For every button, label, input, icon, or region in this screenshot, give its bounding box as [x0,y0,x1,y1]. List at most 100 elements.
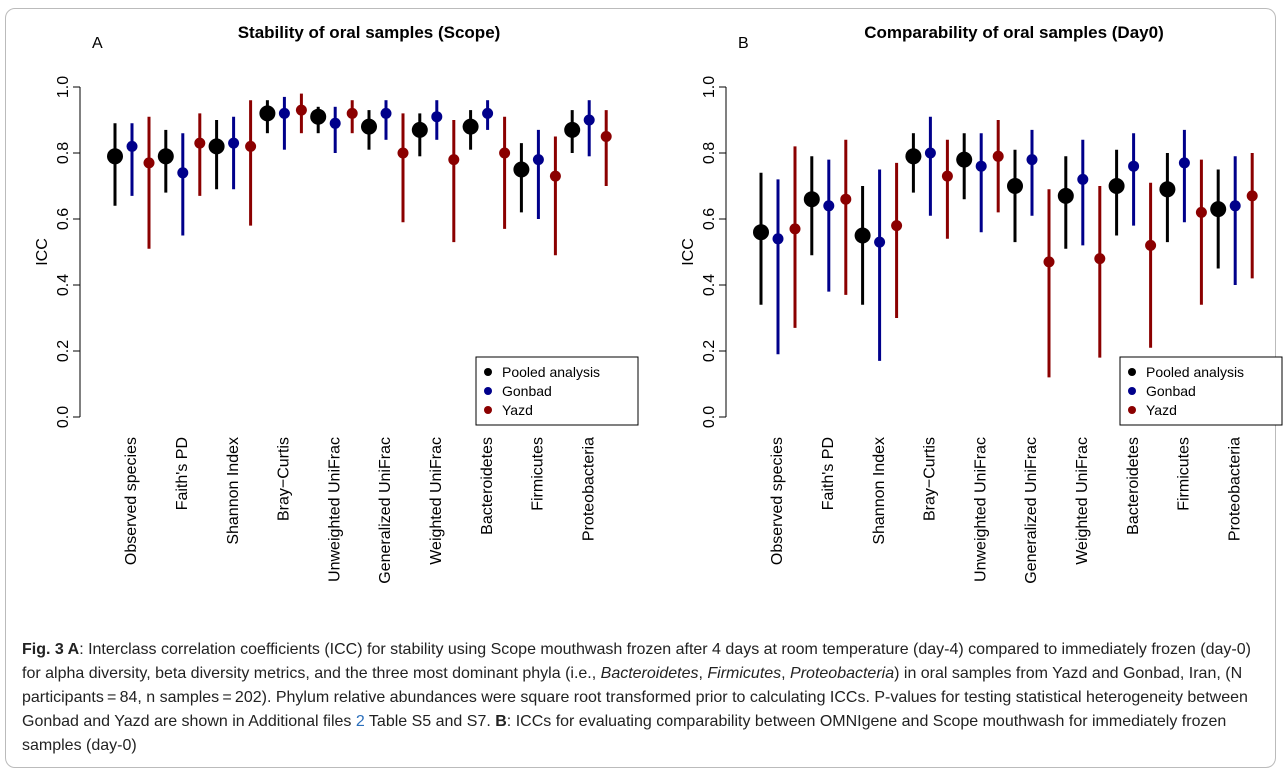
y-axis-label: ICC [34,238,51,266]
point [397,147,409,159]
x-tick-label: Bacteroidetes [1125,437,1142,535]
legend-label: Yazd [502,402,533,418]
point [1195,206,1207,218]
panel-label: A [92,35,103,52]
legend-marker [484,368,492,376]
point [143,157,155,169]
point [431,111,443,123]
panel-label: B [738,35,749,52]
legend-label: Pooled analysis [502,364,600,380]
point [411,121,428,138]
caption-text: , [698,665,708,682]
point [1178,157,1190,169]
caption-text: Table S5 and S7. [364,713,496,730]
x-tick-label: Generalized UniFrac [377,437,394,584]
x-tick-label: Unweighted UniFrac [326,437,343,582]
point [346,107,358,119]
point [1026,154,1038,166]
x-tick-label: Shannon Index [225,437,242,545]
point [975,160,987,172]
caption-text: , [781,665,791,682]
point [208,138,225,155]
caption-text: ) in oral samples from Yazd and Gonbad, … [22,665,1248,730]
point [803,191,820,208]
point [1007,178,1023,194]
x-tick-label: Faith's PD [820,437,837,510]
point [924,147,936,159]
point [532,154,544,166]
point [380,107,392,119]
legend-box [475,356,639,426]
y-tick-label: 0.4 [55,274,72,296]
point [295,104,307,116]
x-tick-label: Observed species [769,437,786,565]
point [157,148,174,165]
point [1077,173,1089,185]
y-tick-label: 0.4 [701,274,718,296]
point [600,131,612,142]
x-tick-label: Faith's PD [174,437,191,510]
point [1057,187,1074,204]
legend-label: Yazd [1146,402,1177,418]
y-tick-label: 1.0 [55,76,72,98]
legend-label: Gonbad [1146,383,1196,399]
point [499,147,511,159]
y-tick-label: 0.0 [701,406,718,428]
legend-marker [484,406,492,414]
caption-text: Firmicutes [707,665,782,682]
y-tick-label: 0.6 [55,208,72,230]
point [840,193,852,205]
y-tick-label: 0.2 [55,340,72,362]
point [549,170,561,182]
legend-marker [1128,406,1136,414]
x-tick-label: Firmicutes [530,437,547,511]
x-tick-label: Bray−Curtis [922,437,939,521]
y-tick-label: 0.8 [55,142,72,164]
y-tick-label: 1.0 [701,76,718,98]
x-tick-label: Firmicutes [1176,437,1193,511]
y-tick-label: 0.8 [701,142,718,164]
point [245,140,257,152]
x-tick-label: Bacteroidetes [479,437,496,535]
x-tick-label: Proteobacteria [1226,437,1243,541]
x-tick-label: Shannon Index [871,437,888,545]
chart-title: Comparability of oral samples (Day0) [864,23,1163,42]
point [310,108,327,125]
y-tick-label: 0.0 [55,406,72,428]
point [941,170,953,182]
x-tick-label: Bray−Curtis [276,437,293,521]
point [1246,190,1258,202]
x-tick-label: Unweighted UniFrac [972,437,989,582]
point [753,224,769,241]
point [228,137,240,149]
x-tick-label: Weighted UniFrac [428,437,445,565]
point [992,150,1004,162]
y-axis-label: ICC [680,238,697,266]
point [583,114,595,126]
point [177,167,189,179]
point [1210,201,1227,218]
figure: A Stability of oral samples (Scope) ICC 0.0… [34,23,1283,584]
point [513,161,530,178]
point [1145,239,1157,251]
file-link[interactable]: 2 [355,713,365,730]
point [789,223,801,235]
point [772,233,784,245]
point [1229,200,1241,212]
legend-marker [1128,387,1136,395]
caption-text: : Interclass correlation coefficients (I… [22,641,1251,682]
legend-label: Gonbad [502,383,552,399]
point [107,148,123,165]
point [462,118,479,135]
y-tick-label: 0.6 [701,208,718,230]
point [1159,181,1176,198]
caption-text: : ICCs for evaluating comparability betw… [22,713,1227,754]
point [448,154,460,166]
figure-label: Fig. 3 [22,641,64,658]
point [329,117,341,129]
caption-text: B [495,713,507,730]
point [956,151,973,168]
point [278,107,290,119]
legend-marker [484,387,492,395]
